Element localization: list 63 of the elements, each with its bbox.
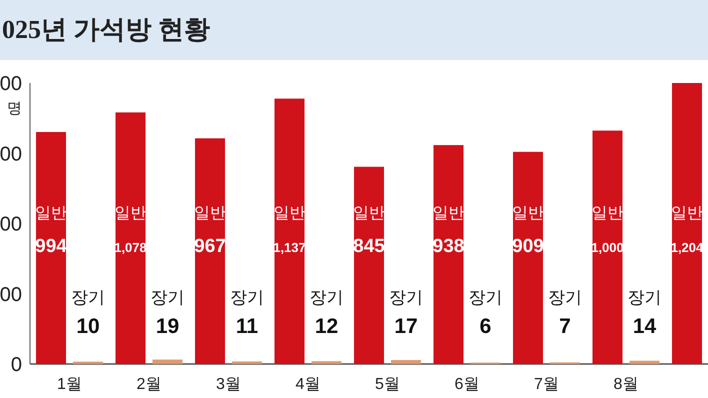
data-label: 938 <box>432 236 464 257</box>
data-label: 1,000 <box>591 240 624 255</box>
bar <box>672 83 702 364</box>
chart-title: 025년 가석방 현황 <box>2 15 210 44</box>
series-label: 일반 <box>35 205 67 222</box>
text: 일반 <box>512 205 544 222</box>
bar <box>391 360 421 364</box>
data-label: 14 <box>632 315 656 338</box>
text: 장기 <box>628 288 662 307</box>
text: 장기 <box>310 288 344 307</box>
text: 장기 <box>230 288 264 307</box>
text: 장기 <box>389 288 423 307</box>
text: 장기 <box>548 288 582 307</box>
bar <box>116 112 146 364</box>
data-label: 19 <box>156 315 180 338</box>
x-tick-label: 4월 <box>296 376 320 393</box>
bar <box>630 360 660 364</box>
bar <box>592 130 622 364</box>
data-label: 1,204 <box>670 240 704 255</box>
text: 장기 <box>150 288 184 307</box>
text: 0 <box>10 354 22 376</box>
x-tick-label: 8월 <box>614 376 638 393</box>
x-tick-label: 2월 <box>136 376 162 393</box>
bar <box>195 138 225 364</box>
x-tick-label: 6월 <box>454 376 480 393</box>
bar <box>232 361 262 364</box>
text: 장기 <box>468 288 502 307</box>
x-tick-label: 5월 <box>375 376 400 393</box>
x-tick-label: 1월 <box>57 376 82 393</box>
text: 00 <box>0 143 22 166</box>
text: 00 <box>0 214 22 236</box>
text: 일반 <box>353 205 385 222</box>
bar <box>513 152 543 364</box>
text: 명 <box>7 100 22 117</box>
data-label: 967 <box>194 236 226 257</box>
data-label: 17 <box>394 315 418 338</box>
bar <box>152 360 182 364</box>
text: 00 <box>0 73 22 95</box>
bar <box>274 98 304 364</box>
text: 일반 <box>432 205 464 222</box>
data-label: 845 <box>353 236 386 257</box>
x-tick-label: 7월 <box>534 376 559 393</box>
data-label: 7 <box>559 315 571 338</box>
bar <box>36 132 66 364</box>
text: 장기 <box>71 288 105 307</box>
data-label: 12 <box>314 315 338 338</box>
text: 일반 <box>194 205 226 222</box>
x-tick-label: 3월 <box>216 376 241 393</box>
bar <box>312 361 342 364</box>
bar <box>434 145 464 364</box>
data-label: 6 <box>480 315 492 338</box>
bar <box>354 166 384 364</box>
data-label: 909 <box>512 236 544 257</box>
text: 일반 <box>114 205 146 222</box>
data-label: 11 <box>236 315 258 338</box>
data-label: 994 <box>35 236 68 257</box>
text: 00 <box>0 284 22 306</box>
text: 일반 <box>592 205 624 222</box>
text: 일반 <box>671 205 703 222</box>
data-label: 10 <box>76 315 100 338</box>
text: 일반 <box>274 205 306 222</box>
data-label: 1,078 <box>114 240 147 255</box>
data-label: 1,137 <box>273 240 306 255</box>
